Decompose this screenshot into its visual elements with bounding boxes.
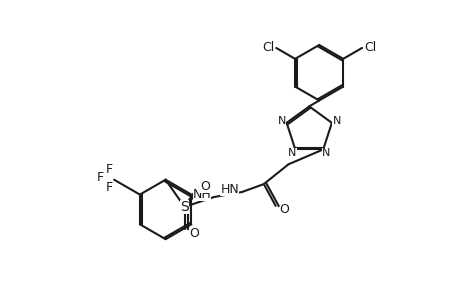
- Text: F: F: [96, 171, 104, 184]
- Text: N: N: [332, 116, 340, 126]
- Text: S: S: [180, 200, 189, 214]
- Text: Cl: Cl: [363, 41, 375, 55]
- Text: O: O: [279, 203, 289, 216]
- Text: O: O: [200, 180, 210, 193]
- Text: N: N: [287, 148, 296, 158]
- Text: N: N: [321, 148, 330, 158]
- Text: O: O: [189, 227, 199, 240]
- Text: N: N: [277, 116, 285, 126]
- Text: Cl: Cl: [262, 41, 274, 55]
- Text: HN: HN: [220, 183, 239, 196]
- Text: F: F: [106, 181, 112, 194]
- Text: F: F: [106, 163, 112, 176]
- Text: NH: NH: [192, 188, 211, 200]
